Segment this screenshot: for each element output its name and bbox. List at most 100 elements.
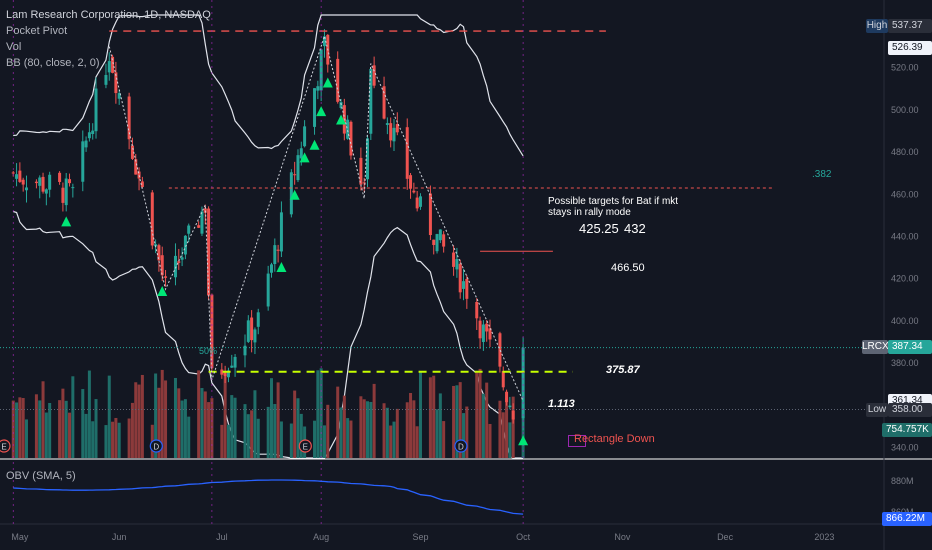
volume-bar (24, 419, 28, 458)
candle-body (34, 181, 38, 184)
volume-bar (107, 375, 111, 458)
candle-body (336, 58, 340, 102)
candle-body (501, 371, 505, 388)
volume-bar (412, 400, 416, 458)
volume-bar (409, 392, 413, 458)
volume-bar (173, 377, 177, 458)
candle-body (339, 102, 343, 108)
pocket-pivot-marker[interactable] (336, 114, 347, 125)
pocket-pivot-markers (61, 77, 529, 446)
price-tick: 400.00 (891, 316, 919, 326)
volume-bar (223, 373, 227, 458)
candle-body (127, 96, 131, 140)
candle-body (385, 123, 389, 125)
obv-line (13, 479, 524, 515)
candle-body (173, 255, 177, 278)
pocket-pivot-marker[interactable] (289, 189, 300, 200)
candle-body (316, 86, 320, 91)
target-3: 466.50 (611, 262, 645, 274)
volume-bar (269, 378, 273, 458)
candle-body (130, 145, 134, 159)
candle-body (362, 182, 366, 184)
indicator-volume[interactable]: Vol (6, 41, 22, 53)
candle-body (342, 105, 346, 134)
volume-bar (187, 416, 191, 458)
candle-body (253, 329, 257, 343)
earnings-event-icon[interactable] (0, 439, 11, 453)
event-label: D (153, 443, 159, 452)
volume-bar (362, 399, 366, 458)
candle-body (94, 88, 98, 132)
candle-body (481, 324, 485, 342)
indicator-pocket-pivot[interactable]: Pocket Pivot (6, 25, 68, 37)
volume-bar (319, 368, 323, 458)
volume-bar (508, 422, 512, 458)
volume-bar (366, 401, 370, 458)
time-tick: May (11, 532, 29, 542)
pocket-pivot-marker[interactable] (322, 77, 333, 88)
volume-bar (157, 387, 161, 458)
volume-bar (233, 397, 237, 458)
candle-body (508, 405, 512, 408)
candle-body (107, 61, 111, 73)
candle-body (230, 365, 234, 368)
candle-body (61, 187, 65, 203)
event-label: E (1, 443, 6, 452)
candle-body (243, 345, 247, 356)
pocket-pivot-marker[interactable] (316, 106, 327, 117)
volume-bar (385, 407, 389, 458)
indicator-obv[interactable]: OBV (SMA, 5) (6, 470, 76, 482)
candle-body (455, 259, 459, 270)
pocket-pivot-marker[interactable] (309, 139, 320, 150)
harmonic-pattern[interactable] (108, 34, 524, 402)
time-tick: Nov (614, 532, 631, 542)
pocket-pivot-marker[interactable] (518, 435, 529, 446)
volume-bar (369, 401, 373, 458)
candle-body (111, 56, 115, 73)
volume-bar (481, 393, 485, 458)
volume-bar (200, 388, 204, 458)
pocket-pivot-marker[interactable] (276, 262, 287, 273)
candle-body (319, 49, 323, 91)
candle-body (164, 276, 168, 278)
obv-tick: 880M (891, 476, 914, 486)
volume-bar (322, 425, 326, 458)
volume-bar (68, 412, 72, 458)
candle-body (177, 261, 181, 263)
volume-bar (81, 389, 85, 458)
candle-body (392, 127, 396, 142)
volume-bar (253, 390, 257, 458)
earnings-event-icon[interactable] (298, 439, 312, 453)
volume-bar (432, 375, 436, 458)
target-1: 425.25 (579, 221, 619, 236)
volume-bar (273, 404, 277, 458)
candle-body (18, 170, 22, 182)
pocket-pivot-marker[interactable] (61, 216, 72, 227)
time-tick: Oct (516, 532, 531, 542)
dividend-event-icon[interactable] (454, 439, 468, 453)
volume-bar (130, 402, 134, 458)
volume-bar (183, 399, 187, 458)
candle-body (432, 239, 436, 245)
volume-bar (279, 421, 283, 458)
indicator-bollinger[interactable]: BB (80, close, 2, 0) (6, 57, 100, 69)
volume-bar (160, 369, 164, 458)
volume-bar (226, 424, 230, 458)
pocket-pivot-marker[interactable] (299, 152, 310, 163)
candle-body (452, 252, 456, 267)
candle-body (140, 181, 144, 187)
fib-382-label: .382 (812, 169, 832, 180)
price-tick: 500.00 (891, 105, 919, 115)
candle-body (137, 171, 141, 179)
volume-bar (266, 406, 270, 458)
candle-body (488, 328, 492, 340)
candle-body (521, 347, 525, 419)
dividend-event-icon[interactable] (149, 439, 163, 453)
pattern-icon[interactable] (568, 435, 586, 447)
candle-body (428, 193, 432, 236)
candle-body (104, 74, 108, 85)
pocket-pivot-marker[interactable] (157, 286, 168, 297)
price-tick: 380.00 (891, 358, 919, 368)
volume-bar (48, 402, 52, 458)
